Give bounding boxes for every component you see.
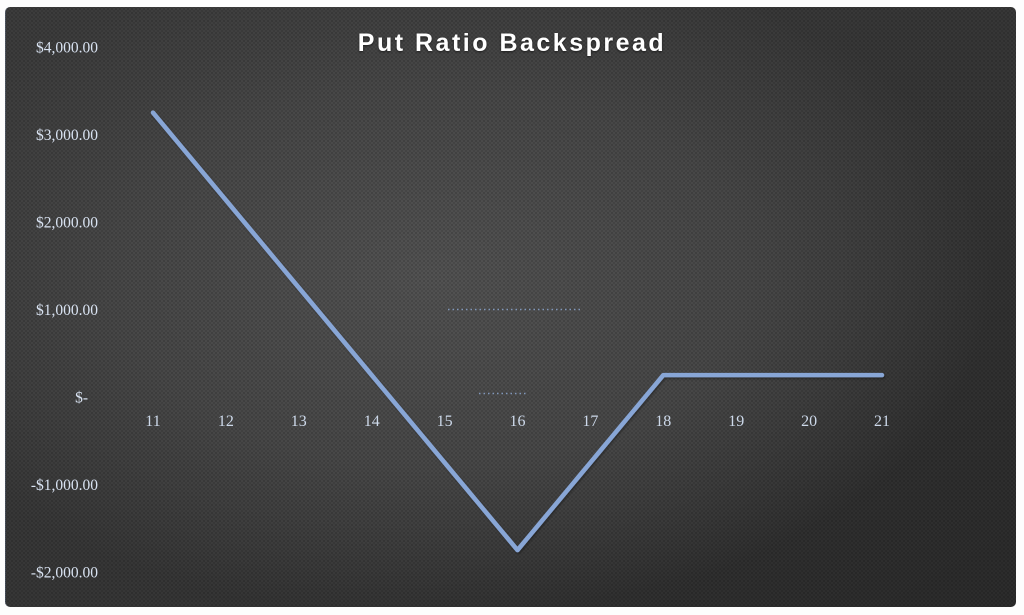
x-axis-tick-label: 21 bbox=[874, 413, 890, 430]
gridlines bbox=[110, 46, 1008, 573]
x-axis-tick-label: 18 bbox=[655, 413, 671, 430]
x-axis-tick-label: 11 bbox=[145, 413, 160, 430]
x-axis-tick-label: 13 bbox=[291, 413, 307, 430]
x-axis-tick-label: 19 bbox=[728, 413, 744, 430]
x-axis-tick-label: 20 bbox=[801, 413, 817, 430]
dotted-artifacts bbox=[448, 308, 580, 395]
chart-plot-area bbox=[5, 7, 1016, 607]
payoff-series bbox=[150, 110, 885, 553]
x-axis: 11 12 13 14 15 16 17 18 19 20 21 bbox=[145, 413, 890, 430]
y-axis-tick-label: -$2,000.00 bbox=[31, 565, 98, 582]
y-axis-tick-label: $1,000.00 bbox=[36, 302, 98, 319]
x-axis-tick-label: 15 bbox=[437, 413, 453, 430]
x-axis-tick-label: 12 bbox=[218, 413, 234, 430]
chart-title: Put Ratio Backspread bbox=[357, 29, 667, 57]
y-axis-tick-label: $- bbox=[75, 390, 88, 407]
x-axis-tick-label: 16 bbox=[510, 413, 526, 430]
y-axis-tick-label: $3,000.00 bbox=[36, 127, 98, 144]
y-axis-tick-label: $4,000.00 bbox=[36, 40, 98, 57]
y-axis-tick-label: -$1,000.00 bbox=[31, 477, 98, 494]
y-axis-tick-label: $2,000.00 bbox=[36, 215, 98, 232]
y-axis: $4,000.00 $3,000.00 $2,000.00 $1,000.00 $- -$… bbox=[31, 40, 98, 582]
x-axis-tick-label: 14 bbox=[364, 413, 380, 430]
x-axis-tick-label: 17 bbox=[582, 413, 598, 430]
payoff-line bbox=[150, 110, 885, 553]
